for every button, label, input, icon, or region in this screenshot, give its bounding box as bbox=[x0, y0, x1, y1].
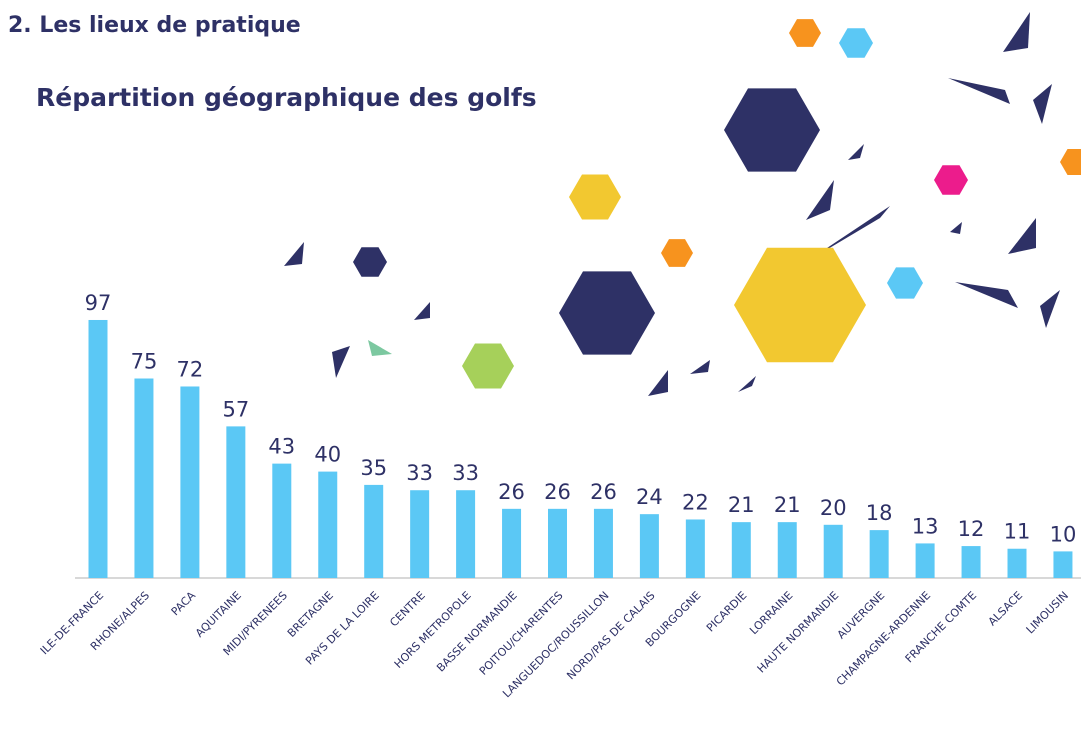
value-label: 40 bbox=[314, 443, 341, 467]
bar bbox=[226, 426, 245, 578]
value-label: 10 bbox=[1050, 522, 1077, 546]
value-label: 21 bbox=[728, 493, 755, 517]
bar bbox=[364, 485, 383, 578]
hexagon bbox=[559, 271, 655, 354]
hexagon bbox=[724, 88, 820, 171]
chart-title: Répartition géographique des golfs bbox=[36, 83, 537, 112]
value-label: 97 bbox=[85, 291, 112, 315]
value-label: 11 bbox=[1004, 520, 1031, 544]
hexagon bbox=[353, 247, 387, 276]
value-label: 12 bbox=[958, 517, 985, 541]
bar bbox=[272, 464, 291, 578]
decoration bbox=[284, 12, 1081, 396]
hexagon bbox=[789, 19, 821, 47]
bar bbox=[870, 530, 889, 578]
value-label: 26 bbox=[544, 480, 571, 504]
bar bbox=[1008, 549, 1027, 578]
bar bbox=[134, 379, 153, 579]
value-label: 43 bbox=[268, 435, 295, 459]
value-label: 13 bbox=[912, 514, 939, 538]
hexagon bbox=[462, 344, 514, 389]
bar bbox=[318, 472, 337, 578]
value-label: 75 bbox=[131, 350, 158, 374]
value-label: 33 bbox=[452, 461, 479, 485]
bar bbox=[962, 546, 981, 578]
bar bbox=[180, 386, 199, 578]
value-label: 26 bbox=[590, 480, 617, 504]
x-tick-label: PACA bbox=[169, 589, 199, 619]
bar bbox=[778, 522, 797, 578]
hexagon bbox=[569, 175, 621, 220]
value-label: 57 bbox=[222, 397, 249, 421]
hexagon bbox=[839, 28, 873, 57]
hexagon bbox=[734, 248, 866, 362]
x-tick-label: POITOU/CHARENTES bbox=[477, 589, 566, 678]
hexagon bbox=[1060, 149, 1081, 175]
bar bbox=[686, 519, 705, 578]
x-tick-label: CHAMPAGNE-ARDENNE bbox=[834, 589, 933, 688]
section-title: 2. Les lieux de pratique bbox=[8, 13, 301, 38]
value-label: 20 bbox=[820, 496, 847, 520]
value-label: 22 bbox=[682, 490, 709, 514]
bar bbox=[410, 490, 429, 578]
bar bbox=[1053, 551, 1072, 578]
x-tick-label: NORD/PAS DE CALAIS bbox=[564, 589, 657, 682]
bar bbox=[89, 320, 108, 578]
value-label: 35 bbox=[360, 456, 387, 480]
bar bbox=[456, 490, 475, 578]
bar bbox=[640, 514, 659, 578]
chart: 2. Les lieux de pratique Répartition géo… bbox=[0, 0, 1081, 749]
x-tick-label: HORS METROPOLE bbox=[392, 589, 474, 671]
x-tick-label: LIMOUSIN bbox=[1024, 589, 1071, 636]
x-tick-label: LORRAINE bbox=[747, 589, 795, 637]
hexagon bbox=[661, 239, 693, 267]
x-tick-label: PICARDIE bbox=[704, 589, 750, 635]
value-label: 26 bbox=[498, 480, 525, 504]
value-label: 24 bbox=[636, 485, 663, 509]
bar bbox=[916, 543, 935, 578]
bar bbox=[502, 509, 521, 578]
bar bbox=[732, 522, 751, 578]
x-tick-label: ALSACE bbox=[986, 589, 1025, 628]
hexagon bbox=[934, 165, 968, 194]
x-tick-label: HAUTE NORMANDIE bbox=[755, 589, 842, 676]
value-label: 72 bbox=[177, 357, 204, 381]
x-tick-label: BASSE NORMANDIE bbox=[434, 589, 520, 675]
value-label: 21 bbox=[774, 493, 801, 517]
value-label: 18 bbox=[866, 501, 893, 525]
x-tick-label: CENTRE bbox=[387, 589, 427, 629]
bar bbox=[548, 509, 567, 578]
hexagon bbox=[887, 267, 923, 298]
value-label: 33 bbox=[406, 461, 433, 485]
bar bbox=[594, 509, 613, 578]
bar bbox=[824, 525, 843, 578]
